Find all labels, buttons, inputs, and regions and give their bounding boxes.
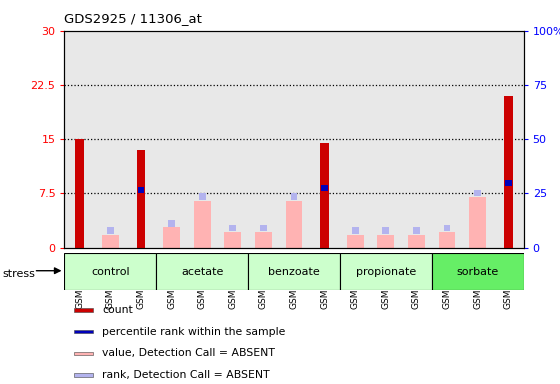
Text: control: control — [91, 266, 129, 277]
Bar — [352, 227, 358, 234]
Bar — [168, 220, 175, 227]
Bar — [137, 150, 145, 248]
Text: value, Detection Call = ABSENT: value, Detection Call = ABSENT — [102, 348, 275, 358]
Bar — [248, 253, 340, 290]
Bar — [76, 139, 84, 248]
Bar — [156, 253, 248, 290]
Text: propionate: propionate — [356, 266, 416, 277]
Text: stress: stress — [3, 269, 36, 279]
Text: GDS2925 / 11306_at: GDS2925 / 11306_at — [64, 12, 202, 25]
Bar — [199, 194, 206, 200]
Bar — [260, 225, 267, 231]
Bar — [504, 96, 512, 248]
Bar — [505, 180, 512, 186]
Bar — [64, 253, 156, 290]
Bar — [432, 253, 524, 290]
Bar — [320, 143, 329, 248]
Bar — [74, 373, 93, 377]
Bar — [291, 194, 297, 200]
Text: acetate: acetate — [181, 266, 223, 277]
Bar — [138, 187, 144, 194]
Bar — [102, 235, 119, 248]
Bar — [107, 227, 114, 234]
Bar — [321, 185, 328, 191]
Bar — [469, 197, 486, 248]
Bar — [255, 232, 272, 248]
Bar — [444, 225, 450, 231]
Bar — [408, 235, 425, 248]
Bar — [347, 235, 363, 248]
Bar — [382, 227, 389, 234]
Bar — [194, 201, 211, 248]
Bar — [225, 232, 241, 248]
Bar — [74, 352, 93, 355]
Bar — [438, 232, 455, 248]
Text: percentile rank within the sample: percentile rank within the sample — [102, 327, 286, 337]
Bar — [163, 227, 180, 248]
Bar — [74, 330, 93, 333]
Text: rank, Detection Call = ABSENT: rank, Detection Call = ABSENT — [102, 370, 269, 380]
Bar — [286, 201, 302, 248]
Bar — [413, 227, 420, 234]
Bar — [340, 253, 432, 290]
Bar — [74, 308, 93, 312]
Bar — [230, 225, 236, 231]
Text: count: count — [102, 305, 133, 315]
Text: sorbate: sorbate — [456, 266, 499, 277]
Text: benzoate: benzoate — [268, 266, 320, 277]
Bar — [377, 235, 394, 248]
Bar — [474, 190, 481, 196]
